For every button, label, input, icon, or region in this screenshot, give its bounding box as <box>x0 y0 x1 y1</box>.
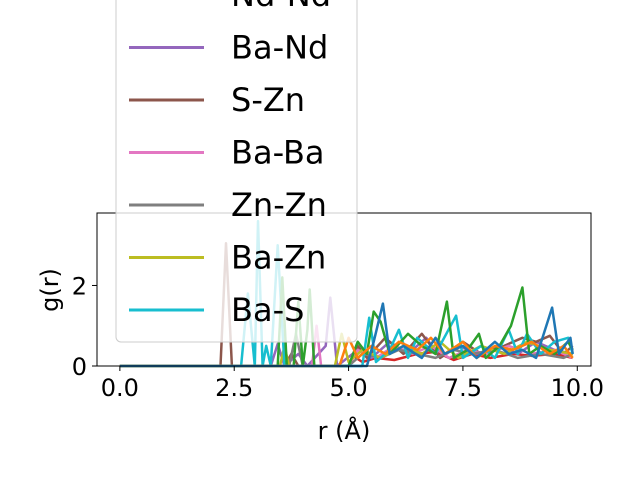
legend-label: Ba-Nd <box>231 29 328 67</box>
x-tick-label: 5.0 <box>329 374 367 402</box>
legend: Nd-Nd Ba-Nd S-Zn Ba-Ba Zn-Zn Ba-Zn Ba-S <box>115 0 358 343</box>
x-tick-label: 7.5 <box>444 374 482 402</box>
y-tick-label: 0 <box>72 353 87 381</box>
series-line-unlabeled-8 <box>119 336 574 368</box>
legend-label: Nd-Nd <box>231 0 331 14</box>
x-tick-label: 2.5 <box>215 374 253 402</box>
legend-label: Ba-S <box>231 291 304 329</box>
series-line-unlabeled-9 <box>119 302 574 368</box>
legend-label: Ba-Zn <box>231 239 326 277</box>
ticks-layer: 0.0 2.5 5.0 7.5 10.0 0 2 <box>72 272 604 402</box>
legend-label: Ba-Ba <box>231 134 325 172</box>
legend-label: Zn-Zn <box>231 186 327 224</box>
y-axis-label: g(r) <box>36 268 64 312</box>
x-tick-label: 10.0 <box>551 374 604 402</box>
x-axis-label: r (Å) <box>318 416 371 445</box>
legend-label: S-Zn <box>231 81 305 119</box>
y-tick-label: 2 <box>72 272 87 300</box>
x-tick-label: 0.0 <box>101 374 139 402</box>
